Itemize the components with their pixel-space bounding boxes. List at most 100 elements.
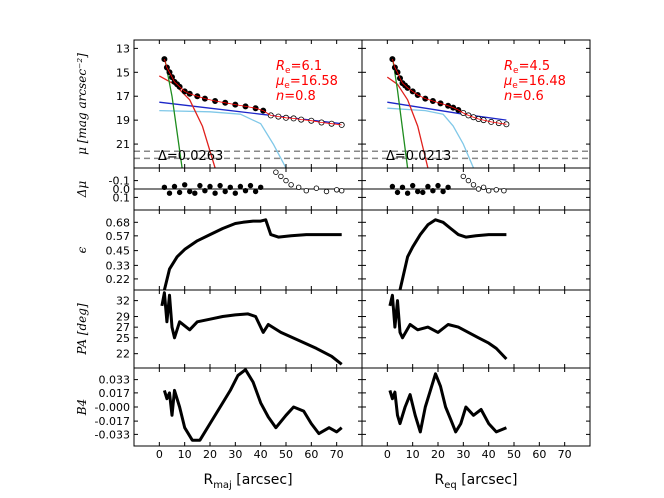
residual-point	[237, 183, 244, 190]
excluded-residual-point	[460, 173, 466, 180]
y-tick-label: 19	[116, 114, 130, 127]
y-tick-label: -0.000	[95, 401, 130, 414]
b4-profile-line	[388, 372, 507, 434]
residual-point	[222, 188, 228, 195]
y-axis-label-mu: μ [mag arcsec⁻²]	[75, 53, 89, 155]
y-tick-label: 21	[116, 138, 130, 151]
x-tick-label: 0	[156, 448, 163, 461]
y-tick-label: 0.033	[99, 374, 131, 387]
surface-brightness-annotation: μe=16.58	[275, 74, 338, 91]
y-tick-label: 0.33	[106, 259, 131, 272]
residual-point	[176, 189, 183, 196]
excluded-residual-point	[313, 185, 320, 191]
bar-component-line	[387, 107, 475, 168]
residual-point	[399, 184, 406, 190]
residual-point	[192, 190, 198, 196]
residual-point	[430, 187, 436, 194]
residual-point	[171, 183, 178, 190]
residual-point	[207, 183, 213, 190]
x-axis-label-maj: Rmaj [arcsec]	[203, 472, 292, 491]
effective-radius-annotation: Re=6.1	[276, 59, 322, 76]
plot-area	[362, 56, 590, 168]
plot-area	[134, 169, 362, 196]
rms-annotation: Δ=0.0263	[158, 149, 223, 164]
excluded-residual-point	[303, 187, 309, 194]
excluded-residual-point	[470, 182, 477, 188]
residual-point	[258, 184, 264, 190]
excluded-residual-point	[339, 187, 345, 194]
residual-point	[166, 190, 173, 196]
panel-pa-eq	[361, 289, 591, 369]
plot-area	[398, 218, 507, 290]
residual-point	[242, 187, 249, 194]
rms-annotation: Δ=0.0213	[386, 149, 451, 164]
excluded-residual-point	[283, 177, 289, 184]
excluded-residual-point	[493, 187, 499, 193]
y-tick-label: -0.033	[95, 428, 130, 441]
residual-point	[186, 188, 193, 195]
residual-point	[161, 184, 168, 190]
y-axis-label-pa: PA [deg]	[75, 303, 89, 356]
residual-point	[394, 189, 401, 196]
x-tick-label: 30	[228, 448, 242, 461]
bulge-component-line	[386, 76, 429, 168]
residual-point	[440, 188, 446, 195]
residual-point	[247, 182, 254, 189]
effective-radius-annotation: Re=4.5	[504, 59, 550, 76]
excluded-residual-point	[323, 188, 330, 195]
y-tick-label: 15	[116, 66, 130, 79]
residual-point	[202, 187, 208, 194]
eps-profile-line	[162, 218, 342, 290]
sersic-index-annotation: n=0.8	[276, 89, 316, 104]
plot-area	[388, 372, 507, 434]
residual-point	[404, 190, 411, 196]
residual-point	[435, 182, 441, 189]
x-axis-label-eq: Req [arcsec]	[435, 472, 518, 491]
eps-profile-line	[398, 218, 507, 290]
x-tick-label: 20	[203, 448, 217, 461]
plot-area	[162, 218, 342, 290]
excluded-residual-point	[486, 187, 492, 194]
panel-eps-eq	[361, 209, 591, 291]
residual-point	[197, 182, 203, 189]
pa-profile-line	[160, 291, 343, 366]
plot-area	[362, 173, 590, 196]
y-tick-label: 0.017	[99, 387, 131, 400]
y-tick-label: 0.1	[113, 191, 131, 204]
x-tick-label: 70	[558, 448, 572, 461]
y-tick-label: 0.68	[106, 216, 131, 229]
residual-point	[227, 184, 233, 190]
x-tick-label: 30	[456, 448, 470, 461]
y-tick-label: 0.22	[106, 273, 131, 286]
residual-point	[232, 190, 238, 196]
total-model-line	[164, 58, 342, 126]
plot-area	[388, 293, 508, 361]
plot-area	[160, 291, 343, 366]
total-model-line	[392, 58, 507, 125]
residual-point	[415, 188, 421, 195]
x-tick-label: 60	[532, 448, 546, 461]
x-tick-label: 50	[507, 448, 521, 461]
y-tick-label: 17	[116, 90, 130, 103]
excluded-residual-point	[278, 173, 284, 180]
x-tick-label: 10	[178, 448, 192, 461]
residual-point	[410, 182, 416, 189]
y-tick-label: 0.0	[113, 183, 131, 196]
y-tick-label: 0.57	[106, 230, 131, 243]
residual-point	[420, 189, 426, 196]
panel-frame	[361, 209, 591, 291]
y-axis-label-dmu: Δμ	[75, 181, 89, 199]
x-tick-label: 0	[384, 448, 391, 461]
plot-area	[162, 368, 343, 442]
x-tick-label: 50	[279, 448, 293, 461]
y-axis-labels: μ [mag arcsec⁻²] Δμ ϵ PA [deg] B4	[75, 53, 89, 416]
plot-area	[134, 56, 362, 168]
disk-component-line	[159, 101, 342, 125]
panel-dmu-eq	[361, 167, 591, 211]
x-tick-label: 40	[254, 448, 268, 461]
y-tick-label: 25	[116, 332, 130, 345]
excluded-residual-point	[288, 182, 294, 188]
